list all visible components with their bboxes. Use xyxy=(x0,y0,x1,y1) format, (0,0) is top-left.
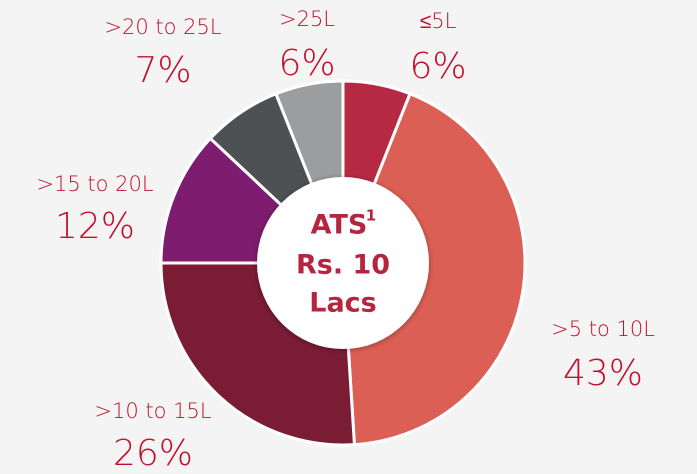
category-label: >15 to 20L xyxy=(36,172,153,196)
center-superscript: 1 xyxy=(366,207,376,225)
value-label: 43% xyxy=(563,353,643,394)
category-label: >5 to 10L xyxy=(551,317,655,341)
category-label: >25L xyxy=(279,7,335,31)
value-label: 6% xyxy=(409,46,466,87)
center-line: Lacs xyxy=(309,288,377,319)
value-label: 26% xyxy=(113,433,193,474)
slice xyxy=(341,91,527,447)
center-line: ATS xyxy=(311,210,368,241)
center-circle xyxy=(257,177,429,349)
value-label: 6% xyxy=(278,43,335,84)
category-label: ≤5L xyxy=(420,9,457,33)
category-label: >10 to 15L xyxy=(94,399,211,423)
category-label: >20 to 25L xyxy=(104,15,221,39)
value-label: 7% xyxy=(134,50,191,91)
center-line: Rs. 10 xyxy=(296,250,390,281)
value-label: 12% xyxy=(55,206,135,247)
